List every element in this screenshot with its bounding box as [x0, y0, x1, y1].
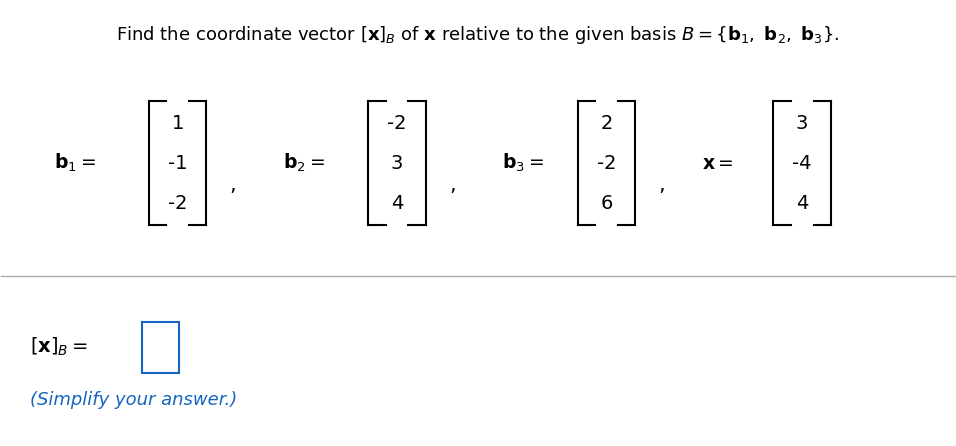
Text: 6: 6	[600, 194, 613, 213]
Text: (Simplify your answer.): (Simplify your answer.)	[30, 391, 237, 409]
Text: ,: ,	[449, 175, 456, 195]
Text: 3: 3	[796, 114, 808, 133]
Text: -4: -4	[793, 154, 812, 173]
Text: ,: ,	[229, 175, 236, 195]
Text: 4: 4	[391, 194, 403, 213]
Text: -2: -2	[387, 114, 406, 133]
Text: Find the coordinate vector $[\mathbf{x}]_B$ of $\mathbf{x}$ relative to the give: Find the coordinate vector $[\mathbf{x}]…	[117, 24, 839, 45]
Text: $\mathbf{b}_3 = $: $\mathbf{b}_3 = $	[502, 152, 544, 174]
Text: -1: -1	[168, 154, 187, 173]
Text: $[\mathbf{x}]_B = $: $[\mathbf{x}]_B = $	[30, 336, 88, 358]
Text: -2: -2	[597, 154, 617, 173]
Text: $\mathbf{x} = $: $\mathbf{x} = $	[702, 154, 733, 173]
Text: 1: 1	[171, 114, 184, 133]
Text: 3: 3	[391, 154, 403, 173]
Text: $\mathbf{b}_2 = $: $\mathbf{b}_2 = $	[283, 152, 324, 174]
Text: ,: ,	[659, 175, 665, 195]
Text: 4: 4	[796, 194, 808, 213]
FancyBboxPatch shape	[142, 322, 179, 373]
Text: $\mathbf{b}_1 = $: $\mathbf{b}_1 = $	[54, 152, 96, 174]
Text: 2: 2	[600, 114, 613, 133]
Text: -2: -2	[168, 194, 187, 213]
